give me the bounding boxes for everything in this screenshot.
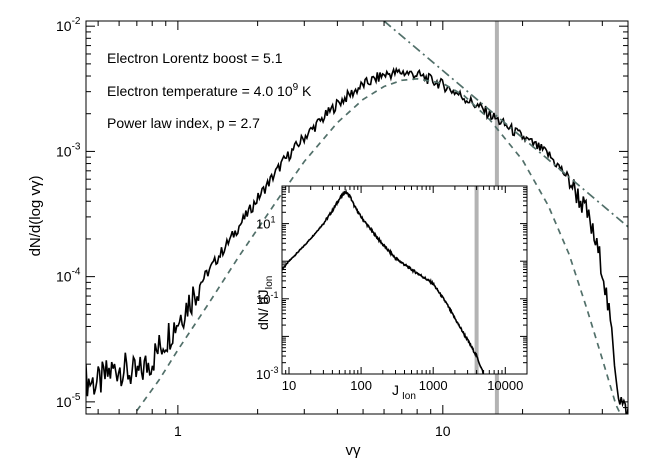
inset-x-label-sub: Ion — [402, 391, 416, 402]
y-axis-label: dN/d(log vγ) — [27, 176, 44, 257]
inset-y-label-sub: Ion — [264, 276, 275, 290]
annotation-block: Electron Lorentz boost = 5.1 Electron te… — [107, 50, 312, 131]
y-tick-label-3: 10-3 — [56, 141, 81, 159]
inset-x-label-main: J — [392, 382, 399, 398]
inset-x-tick-label-1: 10 — [282, 378, 296, 393]
main-plot-frame — [85, 20, 629, 415]
annotation-temperature-prefix: Electron temperature = 4.0 10 — [107, 83, 293, 99]
inset-background — [282, 186, 527, 374]
x-axis-label: vγ — [346, 442, 362, 459]
annotation-temperature-suffix: K — [298, 83, 312, 99]
inset-y-tick-label-1: 10-3 — [256, 365, 278, 382]
annotation-temperature: Electron temperature = 4.0 109 K — [107, 82, 312, 99]
x-tick-label-2: 10 — [435, 423, 451, 439]
inset-y-axis-label: dN/ dJIon — [255, 276, 275, 330]
inset-series-1 — [282, 188, 484, 374]
inset-x-tick-label-3: 1000 — [419, 378, 448, 393]
inset-y-tick-label-3: 101 — [256, 215, 275, 232]
main-series-2-dashed — [136, 77, 622, 414]
main-series-1-solid — [86, 66, 628, 414]
y-tick-label-2: 10-4 — [56, 267, 81, 285]
axis-labels: vγ dN/d(log vγ) J Ion dN/ dJIon — [27, 176, 416, 459]
x-tick-label-1: 1 — [174, 423, 182, 439]
annotation-index: Power law index, p = 2.7 — [107, 115, 260, 131]
y-tick-label-4: 10-2 — [56, 16, 81, 34]
inset-x-tick-label-2: 100 — [350, 378, 372, 393]
inset-plot: 10 100 1000 10000 10-3 10-1 101 — [256, 185, 528, 393]
inset-x-axis-label: J Ion — [392, 382, 416, 402]
main-series-3-dashdot — [383, 21, 628, 228]
annotation-boost: Electron Lorentz boost = 5.1 — [107, 50, 283, 66]
inset-x-tick-label-4: 10000 — [487, 378, 523, 393]
inset-y-label-main: dN/ dJ — [255, 290, 271, 330]
inset-y-tick-label-2: 10-1 — [256, 290, 278, 307]
annotation-temperature-exp: 9 — [293, 82, 299, 93]
y-tick-label-1: 10-5 — [56, 392, 81, 410]
